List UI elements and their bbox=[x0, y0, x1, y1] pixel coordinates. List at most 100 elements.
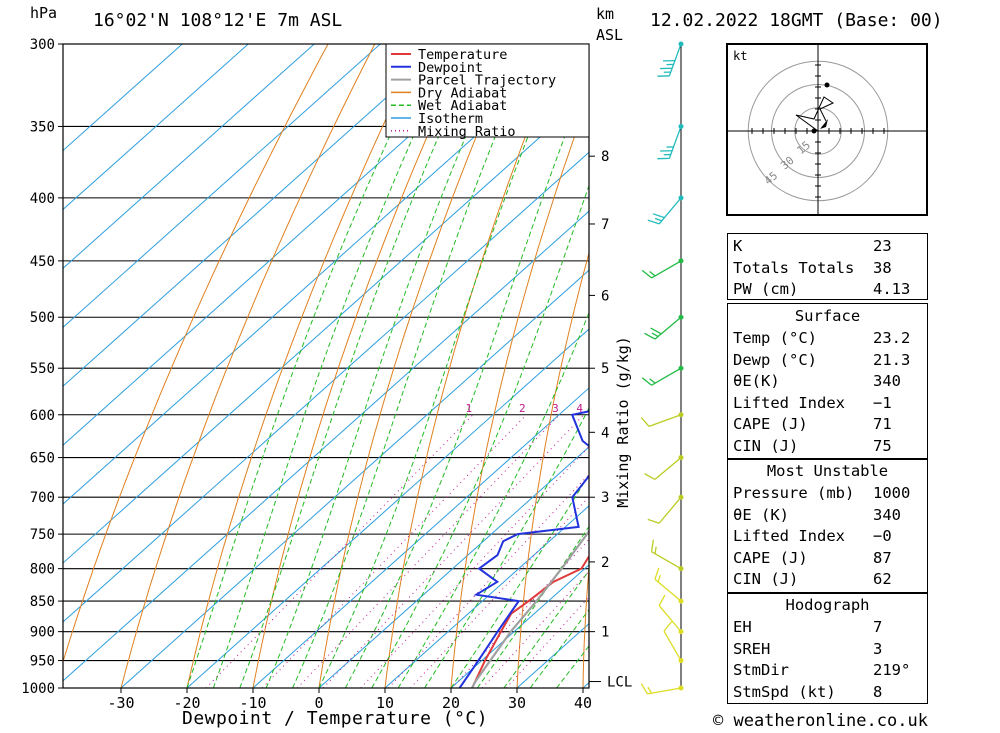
isotherm-line bbox=[63, 44, 579, 505]
hodograph-unit-label: kt bbox=[733, 49, 748, 63]
param-row: Dewp (°C) 21.3 bbox=[728, 350, 927, 372]
param-value: 87 bbox=[873, 548, 892, 567]
dry-adiabat-line bbox=[186, 44, 423, 688]
param-row: Pressure (mb) 1000 bbox=[728, 483, 927, 505]
dry-adiabat-line bbox=[63, 44, 329, 664]
series-line bbox=[458, 410, 589, 688]
param-value: 21.3 bbox=[873, 350, 911, 369]
mixing-ratio-line bbox=[388, 473, 589, 688]
wind-barb bbox=[644, 314, 684, 340]
mixing-ratio-line bbox=[322, 414, 585, 688]
hodograph-params-title: Hodograph bbox=[785, 596, 870, 614]
isotherm-line bbox=[63, 44, 315, 270]
pressure-tick-label: 850 bbox=[30, 594, 55, 610]
mixing-ratio-label: 8 bbox=[638, 402, 645, 415]
height-tick-label: 5 bbox=[601, 361, 609, 377]
wind-barb bbox=[654, 567, 684, 604]
mixing-ratio-axis-label: Mixing Ratio (g/kg) bbox=[614, 336, 632, 508]
param-value: 3 bbox=[873, 639, 883, 658]
param-value: 4.13 bbox=[873, 280, 911, 298]
pressure-tick-label: 500 bbox=[30, 310, 55, 326]
wind-barb bbox=[640, 412, 684, 428]
mixing-ratio-label: 1 bbox=[466, 402, 473, 415]
param-value: 62 bbox=[873, 570, 892, 588]
series-line bbox=[471, 554, 589, 688]
hodograph-ring-label: 45 bbox=[762, 169, 781, 187]
wind-barb bbox=[650, 539, 684, 572]
temp-tick-label: -10 bbox=[239, 694, 266, 712]
temp-tick-label: 30 bbox=[508, 694, 526, 712]
param-row: CIN (J) 75 bbox=[728, 436, 927, 458]
param-label: CIN (J) bbox=[733, 570, 799, 588]
legend-entry: Dewpoint bbox=[418, 60, 483, 76]
param-label: Totals Totals bbox=[733, 258, 855, 277]
hodograph-trace bbox=[795, 96, 835, 132]
isotherm-line bbox=[450, 564, 589, 688]
param-row: PW (cm) 4.13 bbox=[728, 279, 927, 301]
mixing-ratio-label: 3 bbox=[552, 402, 559, 415]
param-label: Temp (°C) bbox=[733, 329, 817, 347]
copyright-text[interactable]: © weatheronline.co.uk bbox=[713, 711, 928, 731]
mixing-ratio-line bbox=[262, 414, 527, 688]
wet-adiabat-line bbox=[476, 525, 589, 688]
param-row: Lifted Index −0 bbox=[728, 526, 927, 548]
param-row: θE (K) 340 bbox=[728, 505, 927, 527]
pressure-tick-label: 950 bbox=[30, 654, 55, 670]
param-value: 7 bbox=[873, 618, 883, 636]
dry-adiabat-line bbox=[252, 44, 469, 688]
param-value: 219° bbox=[873, 661, 911, 679]
param-label: PW (cm) bbox=[733, 280, 799, 298]
param-label: Pressure (mb) bbox=[733, 484, 855, 502]
isotherm-line bbox=[120, 269, 589, 688]
legend-entry: Isotherm bbox=[418, 111, 483, 127]
param-label: Lifted Index bbox=[733, 527, 845, 545]
most-unstable-box: Most Unstable Pressure (mb) 1000 θE (K) 340… bbox=[727, 459, 928, 593]
datetime-title: 12.02.2022 18GMT (Base: 00) bbox=[650, 10, 943, 31]
isotherm-line bbox=[252, 387, 589, 688]
pressure-tick-label: 550 bbox=[30, 361, 55, 377]
param-value: 8 bbox=[873, 682, 883, 701]
height-tick-label: 1 bbox=[601, 625, 609, 641]
param-row: StmDir 219° bbox=[728, 660, 927, 682]
temp-tick-label: 20 bbox=[442, 694, 460, 712]
hodograph-ring-label: 30 bbox=[778, 154, 797, 172]
height-tick-label: 2 bbox=[601, 555, 609, 571]
hodograph-point bbox=[824, 82, 830, 88]
param-label: CAPE (J) bbox=[733, 548, 808, 567]
isotherm-line bbox=[63, 210, 589, 682]
km-label: km bbox=[596, 5, 615, 23]
location-title: 16°02'N 108°12'E 7m ASL bbox=[93, 10, 343, 31]
wind-barb bbox=[641, 258, 684, 279]
param-value: 38 bbox=[873, 258, 892, 277]
mixing-ratio-line bbox=[360, 445, 589, 688]
param-row: CIN (J) 62 bbox=[728, 569, 927, 591]
legend-entry: Mixing Ratio bbox=[418, 124, 516, 140]
param-value: 1000 bbox=[873, 484, 911, 502]
wet-adiabat-line bbox=[371, 184, 589, 688]
lcl-label: LCL bbox=[607, 675, 632, 691]
param-row: K 23 bbox=[728, 236, 927, 258]
dry-adiabat-line bbox=[120, 44, 376, 688]
isotherm-line bbox=[384, 505, 589, 688]
hodograph-point bbox=[811, 128, 817, 134]
asl-label: ASL bbox=[596, 26, 624, 44]
pressure-tick-label: 1000 bbox=[21, 681, 55, 697]
wet-adiabat-line bbox=[503, 569, 589, 688]
param-row: Totals Totals 38 bbox=[728, 258, 927, 280]
wet-adiabat-line bbox=[529, 608, 589, 688]
dry-adiabat-line bbox=[384, 44, 563, 688]
param-row: SREH 3 bbox=[728, 639, 927, 661]
pressure-tick-label: 450 bbox=[30, 254, 55, 270]
hpa-label: hPa bbox=[30, 4, 58, 22]
param-row: CAPE (J) 87 bbox=[728, 548, 927, 570]
mixing-ratio-label: 15 bbox=[694, 402, 707, 415]
height-tick-label: 4 bbox=[601, 425, 609, 441]
legend-entry: Dry Adiabat bbox=[418, 85, 507, 101]
param-row: Temp (°C) 23.2 bbox=[728, 328, 927, 350]
isotherm-line bbox=[63, 44, 381, 328]
height-tick-label: 7 bbox=[601, 217, 609, 233]
pressure-tick-label: 900 bbox=[30, 625, 55, 641]
param-label: CIN (J) bbox=[733, 436, 799, 455]
